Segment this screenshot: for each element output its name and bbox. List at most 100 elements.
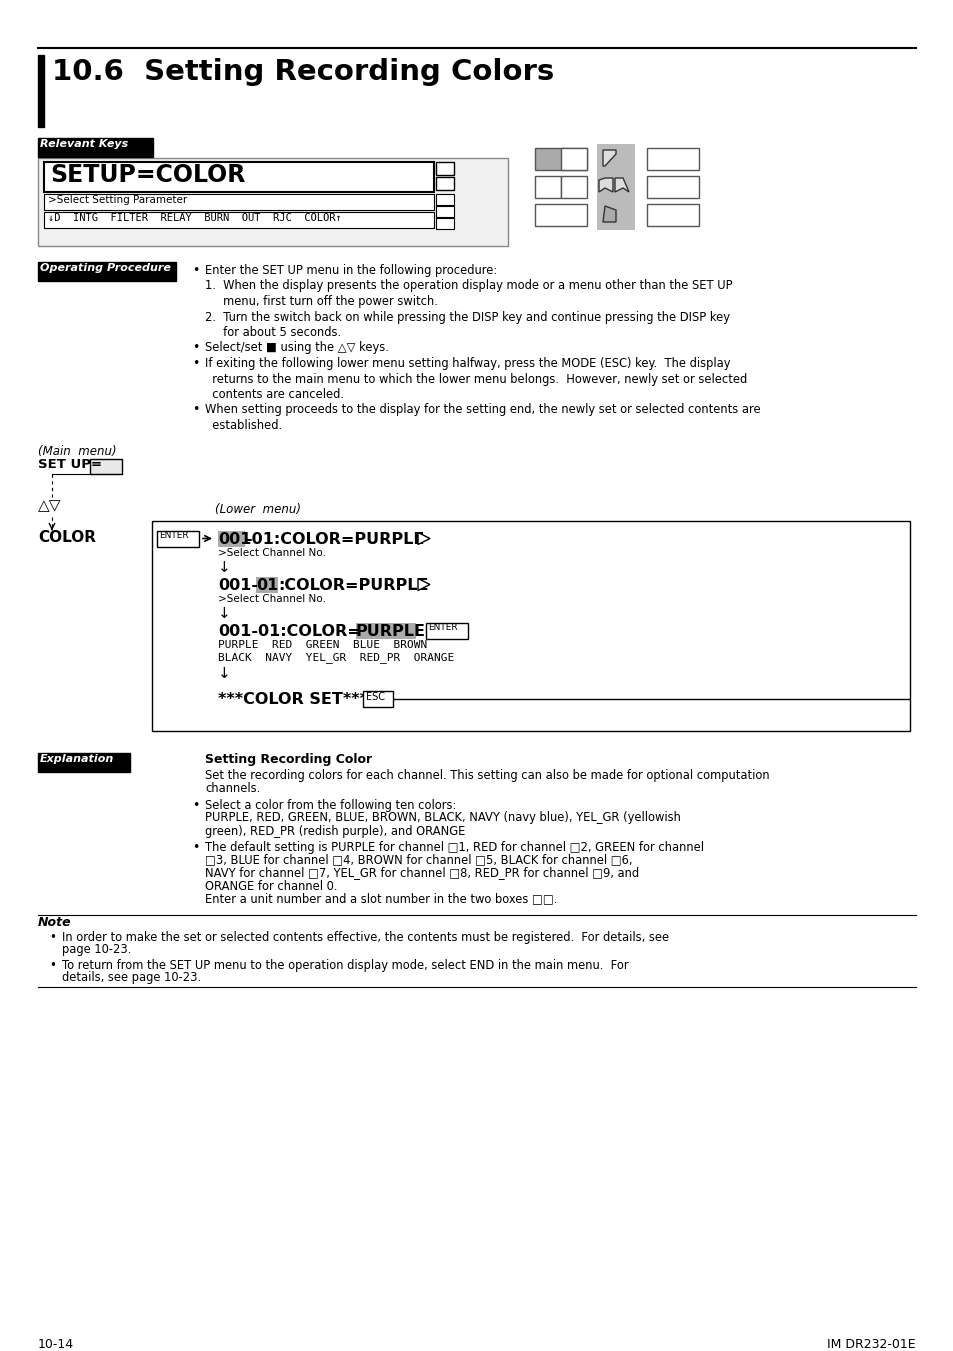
Bar: [157, 531, 199, 547]
Text: 10-14: 10-14: [38, 1337, 74, 1351]
Bar: [535, 204, 586, 226]
Bar: [436, 218, 454, 230]
Text: Operating Procedure: Operating Procedure: [40, 263, 171, 273]
Text: (Main  menu): (Main menu): [38, 444, 116, 458]
Text: ESC: ESC: [366, 692, 385, 701]
Bar: [38, 262, 175, 281]
Text: ↓: ↓: [218, 666, 231, 681]
Bar: [560, 149, 586, 170]
Text: 2.  Turn the switch back on while pressing the DISP key and continue pressing th: 2. Turn the switch back on while pressin…: [205, 311, 729, 323]
Bar: [426, 623, 468, 639]
Bar: [646, 149, 699, 170]
Text: 10.6  Setting Recording Colors: 10.6 Setting Recording Colors: [52, 58, 554, 86]
Bar: [436, 177, 454, 190]
Text: In order to make the set or selected contents effective, the contents must be re: In order to make the set or selected con…: [62, 931, 668, 943]
Bar: [597, 200, 635, 230]
Text: •: •: [192, 404, 199, 416]
Bar: [560, 176, 586, 199]
Text: 001-01:COLOR=: 001-01:COLOR=: [218, 624, 360, 639]
Bar: [436, 205, 454, 218]
Text: Explanation: Explanation: [40, 754, 114, 763]
Polygon shape: [615, 178, 628, 192]
Bar: [44, 162, 434, 192]
Text: •: •: [192, 263, 199, 277]
Bar: [363, 690, 393, 707]
Text: ENTER: ENTER: [428, 624, 457, 632]
Text: □3, BLUE for channel □4, BROWN for channel □5, BLACK for channel □6,: □3, BLUE for channel □4, BROWN for chann…: [205, 854, 632, 866]
Text: Enter the SET UP menu in the following procedure:: Enter the SET UP menu in the following p…: [205, 263, 497, 277]
Text: green), RED_PR (redish purple), and ORANGE: green), RED_PR (redish purple), and ORAN…: [205, 824, 465, 838]
Text: 1.  When the display presents the operation display mode or a menu other than th: 1. When the display presents the operati…: [205, 280, 732, 293]
Text: BLACK  NAVY  YEL_GR  RED_PR  ORANGE: BLACK NAVY YEL_GR RED_PR ORANGE: [218, 653, 454, 663]
Text: 01: 01: [255, 577, 278, 593]
Text: ↓: ↓: [218, 607, 231, 621]
Text: page 10-23.: page 10-23.: [62, 943, 132, 957]
Text: PURPLE  RED  GREEN  BLUE  BROWN: PURPLE RED GREEN BLUE BROWN: [218, 640, 427, 650]
Text: PURPLE, RED, GREEN, BLUE, BROWN, BLACK, NAVY (navy blue), YEL_GR (yellowish: PURPLE, RED, GREEN, BLUE, BROWN, BLACK, …: [205, 812, 680, 824]
Text: ORANGE for channel 0.: ORANGE for channel 0.: [205, 880, 337, 893]
Text: ↓: ↓: [218, 561, 231, 576]
Text: •: •: [192, 342, 199, 354]
Text: •: •: [192, 840, 199, 854]
Text: :COLOR=PURPLE: :COLOR=PURPLE: [277, 577, 428, 593]
Text: Enter a unit number and a slot number in the two boxes □□.: Enter a unit number and a slot number in…: [205, 893, 557, 905]
Polygon shape: [417, 532, 430, 544]
Polygon shape: [602, 205, 616, 222]
Bar: [90, 458, 122, 473]
Polygon shape: [598, 178, 613, 192]
Bar: [152, 520, 909, 731]
Bar: [646, 176, 699, 199]
Bar: [38, 158, 507, 246]
Text: COLOR: COLOR: [38, 531, 96, 546]
Text: Relevant Keys: Relevant Keys: [40, 139, 128, 149]
Bar: [597, 145, 635, 174]
Text: To return from the SET UP menu to the operation display mode, select END in the : To return from the SET UP menu to the op…: [62, 958, 628, 971]
Text: NAVY for channel □7, YEL_GR for channel □8, RED_PR for channel □9, and: NAVY for channel □7, YEL_GR for channel …: [205, 866, 639, 880]
Text: SET UP=: SET UP=: [38, 458, 102, 471]
Text: Setting Recording Color: Setting Recording Color: [205, 753, 372, 766]
Text: PURPLE: PURPLE: [355, 624, 426, 639]
Text: -01:COLOR=PURPLE: -01:COLOR=PURPLE: [245, 531, 424, 547]
Bar: [38, 753, 130, 771]
Text: •: •: [192, 357, 199, 370]
Bar: [436, 195, 454, 205]
Bar: [535, 149, 586, 170]
Text: details, see page 10-23.: details, see page 10-23.: [62, 971, 201, 985]
Text: ***COLOR SET***: ***COLOR SET***: [218, 692, 368, 707]
Text: >Select Setting Parameter: >Select Setting Parameter: [48, 195, 187, 205]
Bar: [646, 204, 699, 226]
Text: •: •: [49, 958, 56, 971]
Bar: [355, 623, 416, 639]
Text: Select a color from the following ten colors:: Select a color from the following ten co…: [205, 798, 456, 812]
Text: The default setting is PURPLE for channel □1, RED for channel □2, GREEN for chan: The default setting is PURPLE for channe…: [205, 840, 703, 854]
Text: If exiting the following lower menu setting halfway, press the MODE (ESC) key.  : If exiting the following lower menu sett…: [205, 357, 730, 370]
Text: returns to the main menu to which the lower menu belongs.  However, newly set or: returns to the main menu to which the lo…: [205, 373, 746, 385]
Text: established.: established.: [205, 419, 282, 432]
Bar: [38, 138, 152, 157]
Text: When setting proceeds to the display for the setting end, the newly set or selec: When setting proceeds to the display for…: [205, 404, 760, 416]
Text: •: •: [49, 931, 56, 943]
Text: channels.: channels.: [205, 782, 260, 796]
Bar: [255, 577, 277, 593]
Text: contents are canceled.: contents are canceled.: [205, 388, 344, 401]
Text: •: •: [192, 798, 199, 812]
Text: >Select Channel No.: >Select Channel No.: [218, 547, 326, 558]
Text: ENTER: ENTER: [159, 531, 189, 540]
Text: for about 5 seconds.: for about 5 seconds.: [205, 326, 341, 339]
Text: 001: 001: [218, 531, 251, 547]
Polygon shape: [602, 150, 616, 166]
Text: IM DR232-01E: IM DR232-01E: [826, 1337, 915, 1351]
Text: (Lower  menu): (Lower menu): [214, 503, 301, 516]
Polygon shape: [417, 578, 430, 590]
Text: △▽: △▽: [38, 499, 61, 513]
Text: 001-: 001-: [218, 577, 257, 593]
Text: Note: Note: [38, 916, 71, 929]
Text: menu, first turn off the power switch.: menu, first turn off the power switch.: [205, 295, 437, 308]
Bar: [44, 195, 434, 209]
Bar: [597, 172, 635, 203]
Text: Set the recording colors for each channel. This setting can also be made for opt: Set the recording colors for each channe…: [205, 769, 769, 781]
Bar: [38, 55, 44, 127]
Text: Select/set ■ using the △▽ keys.: Select/set ■ using the △▽ keys.: [205, 342, 389, 354]
Bar: [436, 162, 454, 176]
Bar: [44, 212, 434, 228]
